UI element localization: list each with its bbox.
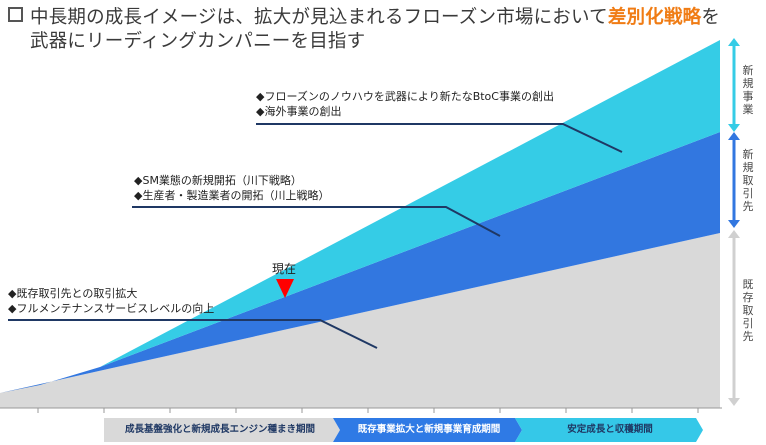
new-customers-bullet-1: ◆SM業態の新規開拓（川下戦略） — [134, 174, 302, 187]
new-customers-leader-line — [132, 206, 501, 237]
new-customers-range-arrow — [728, 132, 740, 228]
new-customers-area — [0, 132, 720, 393]
existing-leader-line — [8, 319, 378, 349]
now-label: 現在 — [272, 262, 297, 276]
phase-label-3: 安定成長と収穫期間 — [567, 424, 653, 435]
side-label-existing: 既存取引先 — [742, 278, 754, 343]
now-marker-icon — [276, 279, 294, 298]
phase-arrow-2 — [333, 418, 522, 442]
title-part2: を — [701, 7, 721, 28]
title-part1: 中長期の成長イメージは、拡大が見込まれるフローズン市場において — [30, 7, 608, 28]
page-title: 中長期の成長イメージは、拡大が見込まれるフローズン市場において差別化戦略を 武器… — [8, 6, 720, 54]
existing-area — [0, 233, 720, 408]
x-axis-ticks — [37, 408, 699, 413]
checkbox-bullet-icon — [8, 7, 23, 22]
new-business-leader-line — [256, 123, 623, 153]
existing-range-arrow — [728, 230, 740, 406]
title-highlight: 差別化戦略 — [607, 7, 702, 28]
side-label-new-business: 新規事業 — [742, 64, 754, 116]
side-label-new-customers: 新規取引先 — [742, 148, 754, 213]
phase-label-2: 既存事業拡大と新規事業育成期間 — [357, 424, 501, 435]
new-business-bullet-2: ◆海外事業の創出 — [256, 105, 342, 118]
new-business-bullet-1: ◆フローズンのノウハウを武器により新たなBtoC事業の創出 — [256, 90, 554, 103]
title-line2: 武器にリーディングカンパニーを目指す — [30, 31, 366, 52]
existing-bullet-1: ◆既存取引先との取引拡大 — [8, 287, 138, 300]
phase-arrow-1 — [104, 418, 340, 442]
existing-annotation: ◆既存取引先との取引拡大 ◆フルメンテナンスサービスレベルの向上 — [8, 286, 214, 316]
existing-bullet-2: ◆フルメンテナンスサービスレベルの向上 — [8, 302, 215, 315]
new-business-range-arrow — [728, 38, 740, 132]
new-customers-bullet-2: ◆生産者・製造業者の開拓（川上戦略） — [134, 189, 330, 202]
phase-label-1: 成長基盤強化と新規成長エンジン種まき期間 — [124, 424, 315, 435]
new-business-annotation: ◆フローズンのノウハウを武器により新たなBtoC事業の創出 ◆海外事業の創出 — [256, 89, 554, 119]
phase-arrow-3 — [515, 418, 703, 442]
new-customers-annotation: ◆SM業態の新規開拓（川下戦略） ◆生産者・製造業者の開拓（川上戦略） — [134, 173, 329, 203]
new-business-area — [100, 40, 720, 367]
